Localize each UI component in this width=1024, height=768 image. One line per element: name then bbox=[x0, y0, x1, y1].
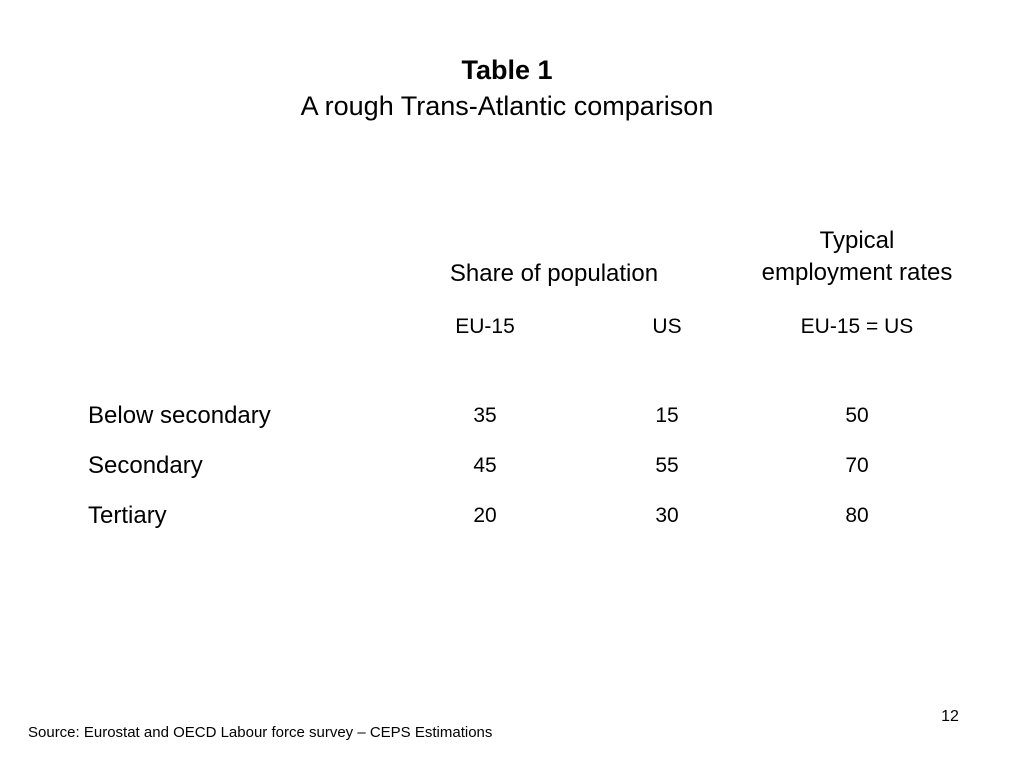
slide-title: Table 1 bbox=[461, 55, 553, 85]
cell-below-secondary-eu15: 35 bbox=[473, 404, 497, 427]
cell-tertiary-employment: 80 bbox=[845, 504, 869, 527]
cell-secondary-us: 55 bbox=[655, 454, 679, 477]
header-typical-employment-rates: Typical employment rates bbox=[707, 225, 1007, 289]
row-label-secondary: Secondary bbox=[88, 452, 203, 479]
cell-tertiary-eu15: 20 bbox=[473, 504, 497, 527]
cell-secondary-employment: 70 bbox=[845, 454, 869, 477]
cell-below-secondary-employment: 50 bbox=[845, 404, 869, 427]
subheader-eu15: EU-15 bbox=[455, 315, 515, 338]
slide-subtitle: A rough Trans-Atlantic comparison bbox=[300, 91, 714, 121]
cell-tertiary-us: 30 bbox=[655, 504, 679, 527]
cell-secondary-eu15: 45 bbox=[473, 454, 497, 477]
page-number: 12 bbox=[941, 708, 959, 725]
row-label-tertiary: Tertiary bbox=[88, 502, 167, 529]
header-typical-line2: employment rates bbox=[761, 259, 953, 286]
header-typical-line1: Typical bbox=[819, 227, 895, 254]
cell-below-secondary-us: 15 bbox=[655, 404, 679, 427]
row-label-below-secondary: Below secondary bbox=[88, 402, 271, 429]
subheader-us: US bbox=[652, 315, 682, 338]
subheader-eu15-equals-us: EU-15 = US bbox=[800, 315, 914, 338]
header-share-of-population: Share of population bbox=[449, 260, 659, 287]
source-note: Source: Eurostat and OECD Labour force s… bbox=[28, 724, 493, 741]
